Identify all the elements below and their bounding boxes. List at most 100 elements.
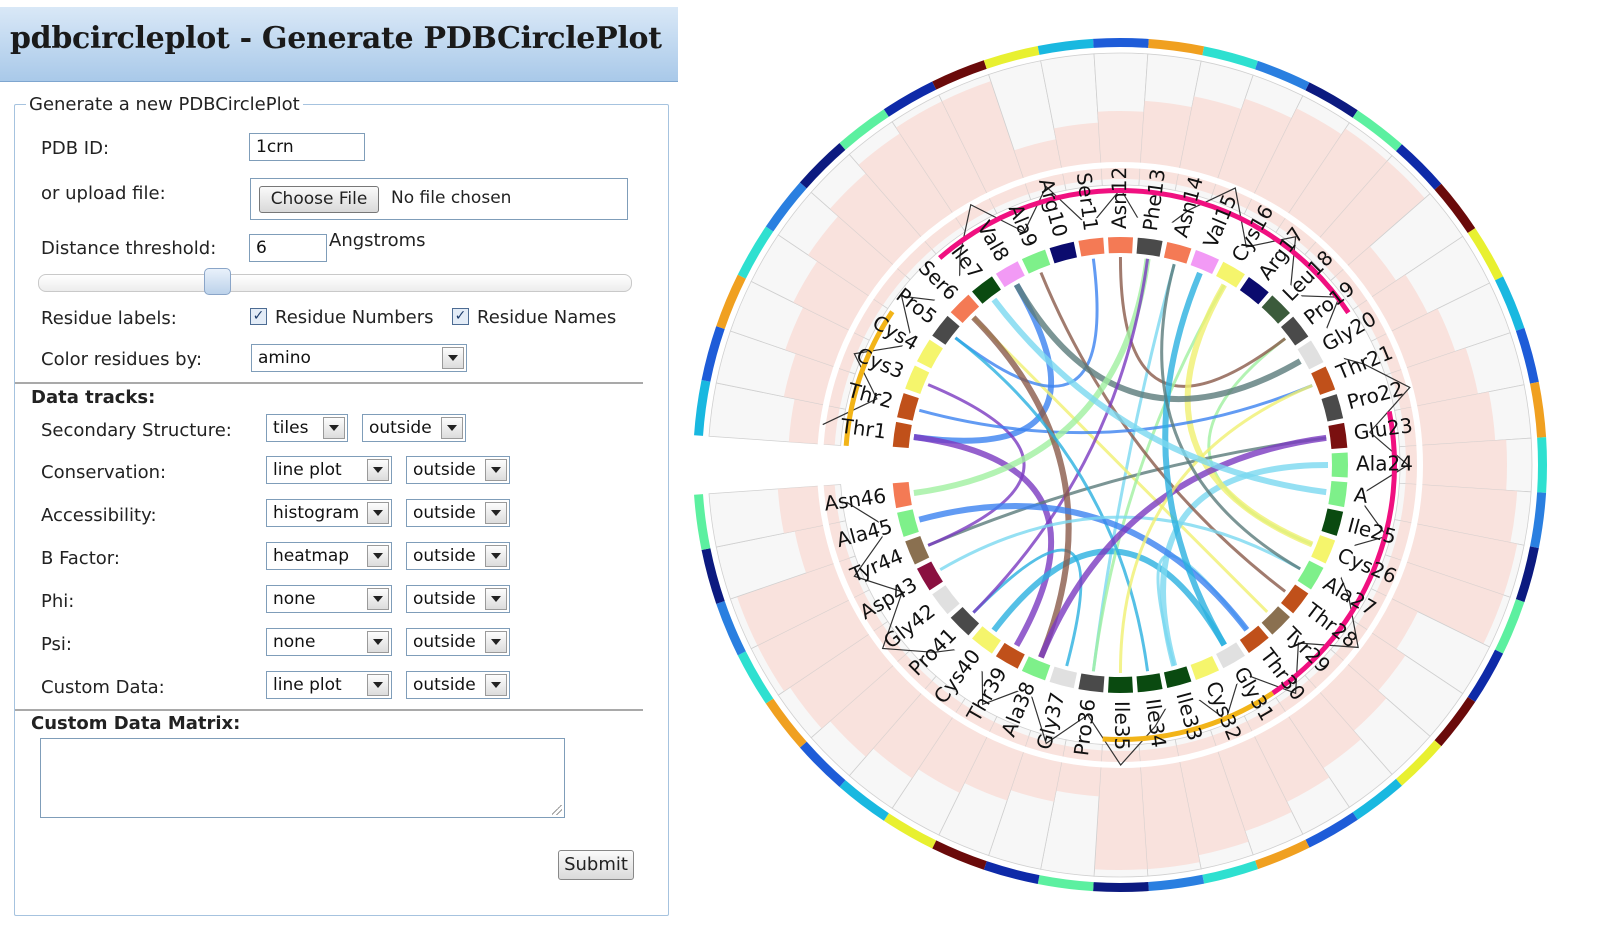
bfactor-tile <box>1529 381 1547 438</box>
residue-tile <box>892 421 912 448</box>
residue-tile <box>1190 655 1220 680</box>
track-position-select[interactable]: outside <box>406 542 510 570</box>
accessibility-bar <box>964 721 1029 801</box>
divider <box>15 709 643 711</box>
track-label: Conservation: <box>41 462 167 483</box>
residue-label: A <box>1353 482 1370 508</box>
bfactor-tile <box>765 698 807 748</box>
file-upload-input[interactable]: Choose File No file chosen <box>250 178 628 220</box>
contact-ribbon <box>991 297 1327 496</box>
track-type-select[interactable]: none <box>266 628 392 656</box>
bfactor-tile <box>1395 740 1442 786</box>
distance-input[interactable] <box>249 234 327 262</box>
residue-tile <box>905 536 930 565</box>
residue-tile <box>1280 584 1309 614</box>
distance-slider-handle[interactable] <box>204 268 231 295</box>
bfactor-tile <box>694 494 711 551</box>
residue-tile <box>1239 625 1269 654</box>
track-type-select[interactable]: line plot <box>266 671 392 699</box>
pdb-id-input[interactable] <box>249 133 365 161</box>
select-value: outside <box>413 460 476 480</box>
accessibility-bar <box>858 133 962 250</box>
residue-tile <box>1261 295 1290 324</box>
track-position-select[interactable]: outside <box>362 414 466 442</box>
submit-button[interactable]: Submit <box>558 850 634 880</box>
contact-ribbon <box>918 503 1250 632</box>
residue-names-checkbox[interactable]: ✓ <box>452 308 469 325</box>
track-position-select[interactable]: outside <box>406 499 510 527</box>
track-type-select[interactable]: line plot <box>266 456 392 484</box>
residue-tile <box>1190 250 1220 275</box>
chevron-down-icon <box>367 674 389 696</box>
select-value: outside <box>413 503 476 523</box>
bfactor-tile <box>1255 60 1310 91</box>
bfactor-tile <box>1037 875 1094 892</box>
bfactor-tile <box>883 813 937 849</box>
select-value: tiles <box>273 418 309 438</box>
accessibility-bar <box>757 592 883 692</box>
residue-tile <box>1078 673 1105 693</box>
accessibility-bar <box>1094 750 1148 871</box>
accessibility-bar <box>1212 721 1292 832</box>
bfactor-tile <box>1148 38 1205 56</box>
bfactor-tile <box>983 861 1040 885</box>
chevron-down-icon <box>485 674 507 696</box>
accessibility-bar <box>785 307 864 372</box>
chevron-down-icon <box>367 502 389 524</box>
residue-tile <box>897 393 919 421</box>
bfactor-tile <box>1037 38 1094 55</box>
residue-tile <box>950 294 980 324</box>
choose-file-button[interactable]: Choose File <box>259 186 379 213</box>
chevron-down-icon <box>485 545 507 567</box>
bfactor-tile <box>883 81 937 117</box>
residue-numbers-checkbox[interactable]: ✓ <box>250 308 267 325</box>
custom-matrix-textarea[interactable] <box>40 738 565 818</box>
contact-ribbon <box>1160 263 1301 571</box>
distance-slider-track[interactable] <box>38 274 632 292</box>
track-position-select[interactable]: outside <box>406 456 510 484</box>
track-position-select[interactable]: outside <box>406 671 510 699</box>
contact-ribbon <box>927 383 1026 547</box>
contact-ribbon <box>972 316 1269 613</box>
residue-tile <box>932 315 960 345</box>
bfactor-tile <box>1305 82 1358 118</box>
contact-ribbon <box>1184 283 1314 548</box>
residue-tile <box>1049 666 1077 689</box>
residue-tile <box>1136 237 1163 257</box>
accessibility-bar <box>1139 745 1200 870</box>
helix-arc <box>1102 690 1275 742</box>
residue-numbers-label: Residue Numbers <box>275 307 434 328</box>
track-type-select[interactable]: tiles <box>266 414 348 442</box>
contact-ribbon <box>1039 272 1287 593</box>
chevron-down-icon <box>442 347 464 369</box>
accessibility-bar <box>1390 520 1518 596</box>
residue-names-label: Residue Names <box>477 307 617 328</box>
track-label: Accessibility: <box>41 505 157 526</box>
residue-tile <box>1078 237 1105 257</box>
track-label: Secondary Structure: <box>41 420 232 441</box>
bfactor-tile <box>1255 839 1310 870</box>
accessibility-bar <box>783 353 850 409</box>
track-label: B Factor: <box>41 548 120 569</box>
color-by-select[interactable]: amino <box>251 344 467 372</box>
accessibility-bar <box>1400 391 1496 447</box>
track-type-select[interactable]: none <box>266 585 392 613</box>
resize-grip-icon[interactable] <box>552 805 562 815</box>
chevron-down-icon <box>367 545 389 567</box>
residue-labels-label: Residue labels: <box>41 308 177 329</box>
color-by-value: amino <box>258 348 311 368</box>
contact-ribbon <box>918 384 1313 435</box>
track-position-select[interactable]: outside <box>406 628 510 656</box>
accessibility-bar <box>1308 653 1387 731</box>
select-value: outside <box>413 589 476 609</box>
track-type-select[interactable]: histogram <box>266 499 392 527</box>
bfactor-tile <box>1305 812 1358 848</box>
residue-tile <box>1216 261 1245 288</box>
contact-ribbon <box>1038 434 1327 659</box>
chevron-down-icon <box>367 631 389 653</box>
track-position-select[interactable]: outside <box>406 585 510 613</box>
track-type-select[interactable]: heatmap <box>266 542 392 570</box>
circle-plot: Thr1 Thr2 Cys3 Cys4 Pro5 Ser6 Ile7 Val8 Ala9 Arg1… <box>680 0 1603 925</box>
bfactor-tile <box>716 600 746 656</box>
sheet-arc <box>938 188 1351 315</box>
